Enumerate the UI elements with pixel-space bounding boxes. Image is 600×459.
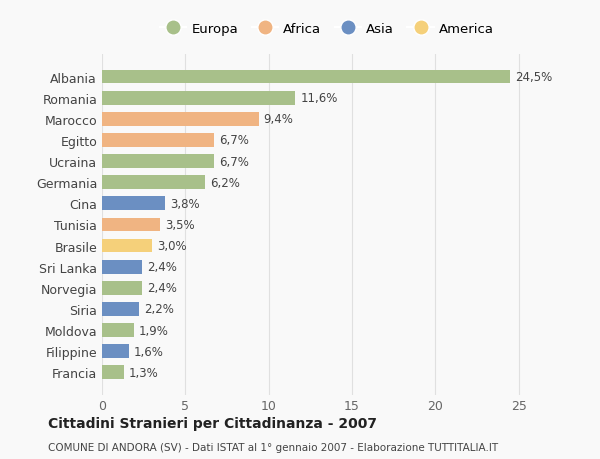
Text: 6,7%: 6,7% [218,134,248,147]
Bar [102,281,142,295]
Bar [102,366,124,379]
Text: 6,2%: 6,2% [211,176,240,189]
Bar [102,260,142,274]
Bar [102,92,295,105]
Text: Cittadini Stranieri per Cittadinanza - 2007: Cittadini Stranieri per Cittadinanza - 2… [48,416,377,430]
Text: 2,4%: 2,4% [147,282,177,295]
Text: 6,7%: 6,7% [218,155,248,168]
Text: 1,6%: 1,6% [134,345,164,358]
Text: 3,0%: 3,0% [157,240,187,252]
Bar [102,218,160,232]
Bar [102,155,214,168]
Text: 11,6%: 11,6% [301,92,338,105]
Bar [102,345,128,358]
Text: COMUNE DI ANDORA (SV) - Dati ISTAT al 1° gennaio 2007 - Elaborazione TUTTITALIA.: COMUNE DI ANDORA (SV) - Dati ISTAT al 1°… [48,442,498,452]
Text: 2,2%: 2,2% [143,303,173,316]
Bar [102,112,259,126]
Text: 24,5%: 24,5% [515,71,553,84]
Text: 2,4%: 2,4% [147,261,177,274]
Bar [102,134,214,147]
Text: 1,9%: 1,9% [139,324,169,337]
Bar [102,176,205,190]
Bar [102,302,139,316]
Legend: Europa, Africa, Asia, America: Europa, Africa, Asia, America [155,17,499,41]
Text: 3,5%: 3,5% [166,218,195,231]
Bar [102,71,511,84]
Text: 1,3%: 1,3% [128,366,158,379]
Bar [102,239,152,253]
Bar [102,324,134,337]
Text: 9,4%: 9,4% [263,113,293,126]
Bar [102,197,166,211]
Text: 3,8%: 3,8% [170,197,200,210]
